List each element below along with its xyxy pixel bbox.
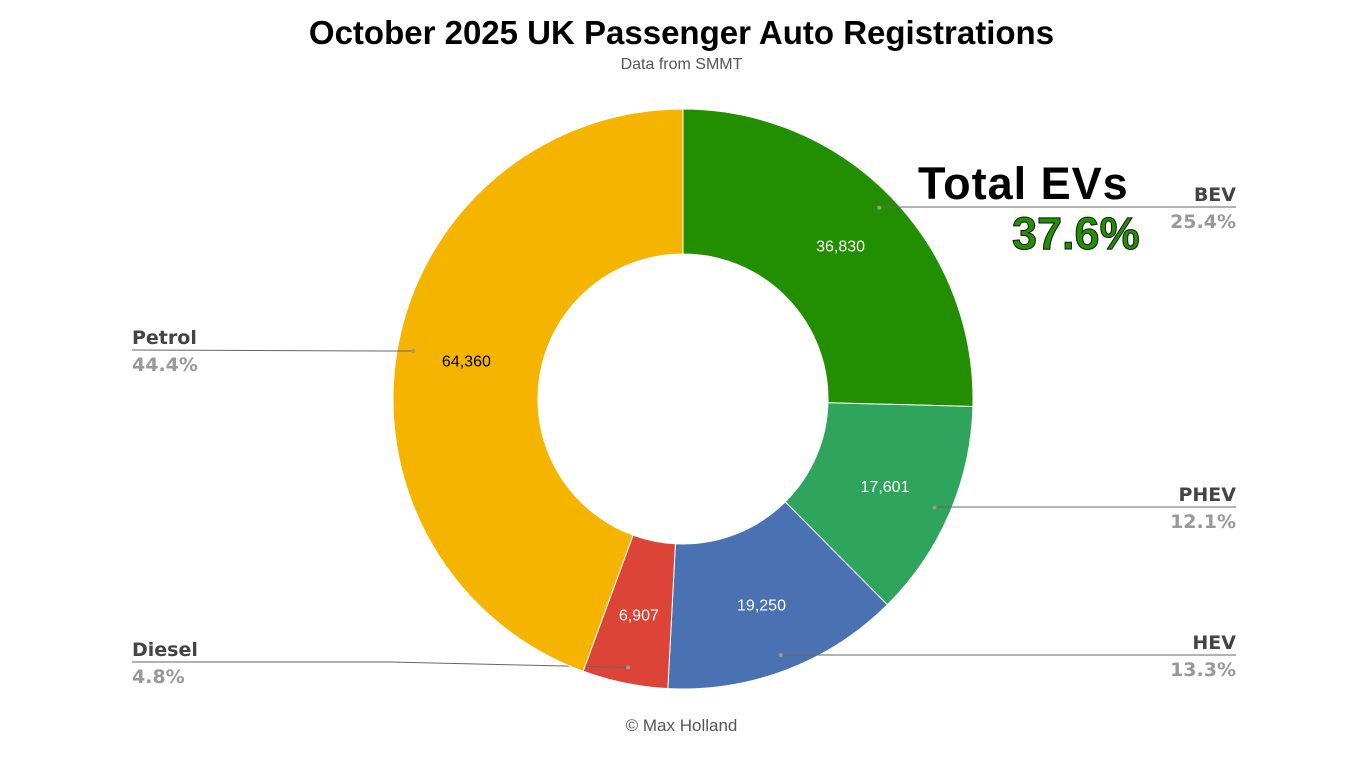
leader-line-diesel (132, 661, 629, 668)
slice-hev (667, 501, 889, 690)
leader-dot-diesel (626, 665, 631, 670)
percent-label-bev: 25.4% (1170, 211, 1236, 233)
value-label-bev: 36,830 (816, 238, 865, 255)
credit: © Max Holland (625, 716, 738, 735)
category-label-bev: BEV (1194, 184, 1236, 206)
percent-label-phev: 12.1% (1170, 511, 1236, 533)
value-label-phev: 17,601 (861, 479, 910, 496)
category-label-hev: HEV (1192, 632, 1236, 654)
value-label-diesel: 6,907 (619, 608, 659, 625)
leader-dot-bev (877, 205, 882, 210)
percent-label-diesel: 4.8% (132, 666, 185, 688)
leader-dot-petrol (411, 349, 416, 354)
category-label-diesel: Diesel (132, 639, 198, 661)
leader-line-petrol (131, 349, 414, 352)
value-label-hev: 19,250 (737, 598, 786, 615)
total-evs-value: 37.6% (1012, 208, 1141, 260)
slice-petrol (392, 108, 684, 672)
category-label-phev: PHEV (1178, 484, 1236, 506)
value-label-petrol: 64,360 (442, 354, 491, 371)
chart-subtitle: Data from SMMT (620, 56, 743, 73)
category-label-petrol: Petrol (132, 327, 197, 349)
percent-label-petrol: 44.4% (132, 354, 198, 376)
slice-bev (682, 108, 974, 407)
leader-dot-hev (778, 652, 783, 657)
percent-label-hev: 13.3% (1170, 659, 1236, 681)
leader-dot-phev (932, 505, 937, 510)
chart-title: October 2025 UK Passenger Auto Registrat… (308, 14, 1055, 51)
total-evs-label: Total EVs (918, 158, 1129, 209)
